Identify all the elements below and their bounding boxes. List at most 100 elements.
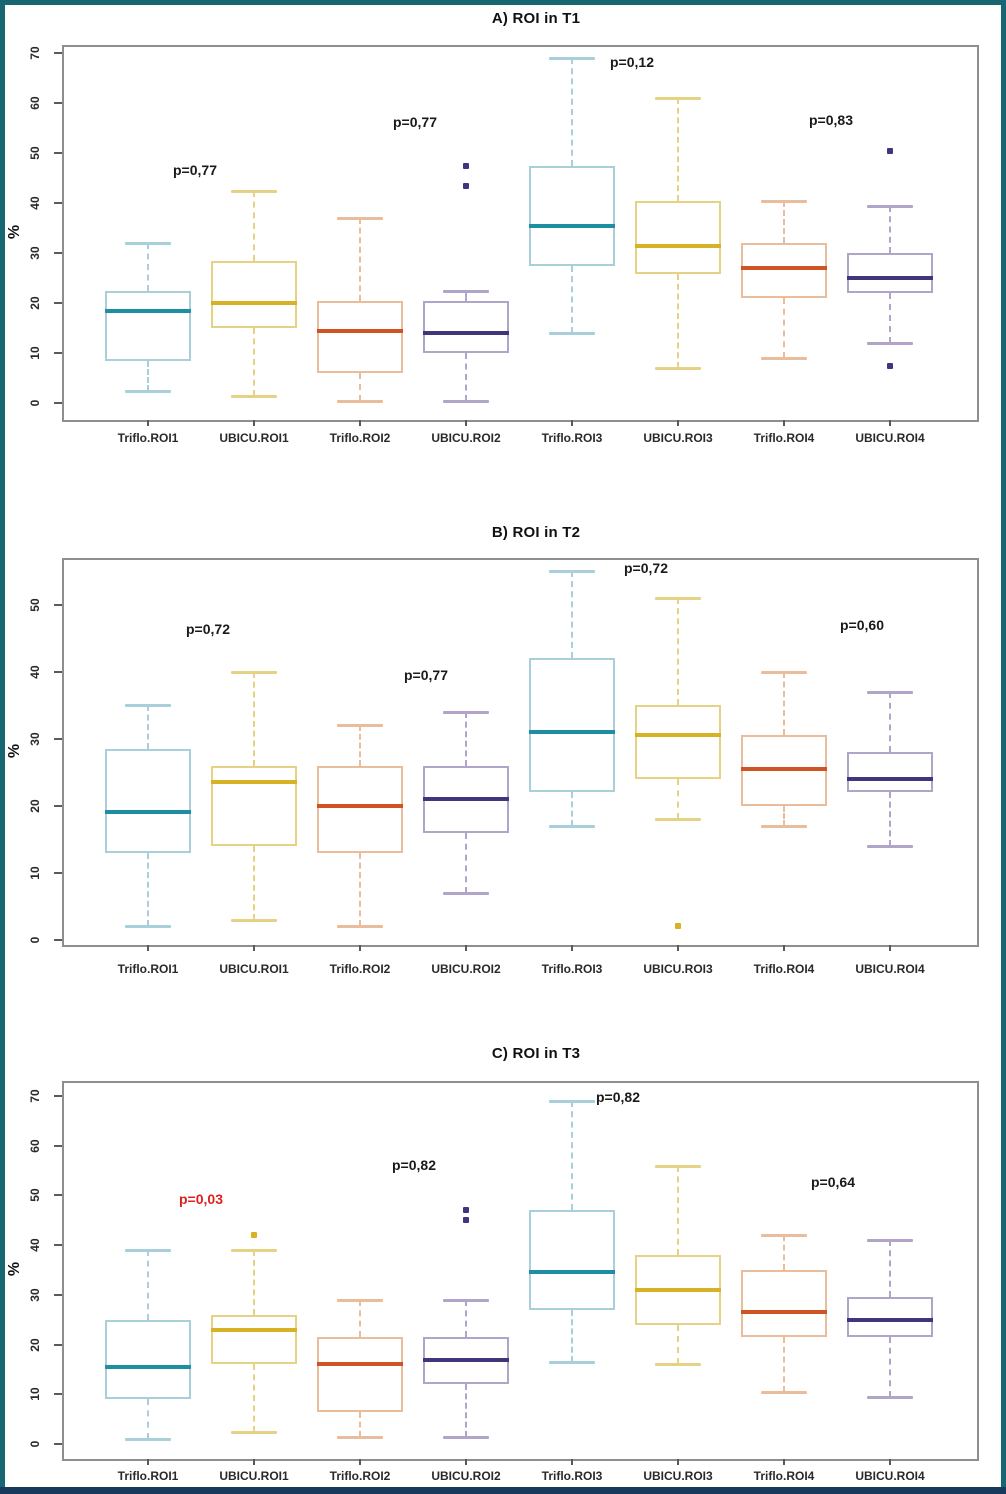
- upper-whisker: [889, 205, 891, 253]
- upper-whisker: [677, 598, 679, 706]
- iqr-box: [317, 300, 403, 373]
- lower-whisker-cap: [867, 844, 913, 848]
- p-value-annotation: p=0,77: [393, 114, 437, 130]
- lower-whisker-cap: [867, 1395, 913, 1399]
- lower-whisker: [571, 1309, 573, 1362]
- y-axis-label: %: [6, 743, 24, 758]
- x-tick-mark: [677, 945, 679, 951]
- outlier-point: [675, 923, 681, 930]
- x-tick-mark: [359, 1459, 361, 1465]
- upper-whisker-cap: [337, 724, 383, 728]
- y-tick-mark: [54, 1194, 62, 1197]
- y-tick-label: 50: [28, 146, 42, 160]
- upper-whisker-cap: [549, 57, 595, 60]
- x-tick-label: UBICU.ROI2: [431, 1469, 501, 1483]
- upper-whisker: [147, 1250, 149, 1320]
- x-tick-label: Triflo.ROI4: [753, 962, 815, 976]
- upper-whisker-cap: [125, 704, 171, 708]
- y-tick-label: 0: [28, 1440, 42, 1448]
- y-tick-label: 30: [28, 1288, 42, 1302]
- upper-whisker: [465, 290, 467, 301]
- x-tick-mark: [571, 420, 573, 426]
- iqr-box: [529, 165, 615, 266]
- iqr-box: [741, 243, 827, 298]
- upper-whisker: [253, 190, 255, 261]
- x-tick-label: UBICU.ROI4: [855, 431, 925, 445]
- upper-whisker-cap: [655, 1164, 701, 1168]
- y-tick-mark: [54, 302, 62, 304]
- median-line: [847, 276, 933, 280]
- y-tick-label: 70: [28, 1089, 42, 1103]
- iqr-box: [741, 735, 827, 806]
- x-tick-label: UBICU.ROI1: [219, 1469, 289, 1483]
- lower-whisker-cap: [761, 1390, 807, 1394]
- x-tick-label: UBICU.ROI3: [643, 431, 713, 445]
- upper-whisker: [783, 671, 785, 736]
- iqr-box: [423, 300, 509, 353]
- y-axis-label: %: [6, 1261, 24, 1277]
- x-tick-mark: [253, 945, 255, 951]
- outlier-point: [887, 362, 893, 369]
- y-tick-mark: [54, 1393, 62, 1396]
- iqr-box: [211, 765, 297, 846]
- median-line: [423, 331, 509, 335]
- lower-whisker-cap: [125, 389, 171, 393]
- x-tick-mark: [465, 420, 467, 426]
- lower-whisker: [783, 1337, 785, 1392]
- median-line: [423, 797, 509, 802]
- x-tick-mark: [889, 420, 891, 426]
- iqr-box: [741, 1269, 827, 1338]
- lower-whisker: [359, 373, 361, 401]
- lower-whisker-cap: [337, 1435, 383, 1439]
- median-line: [105, 308, 191, 313]
- y-tick-mark: [54, 152, 62, 154]
- lower-whisker: [889, 792, 891, 846]
- lower-whisker: [465, 353, 467, 401]
- upper-whisker: [147, 705, 149, 749]
- lower-whisker: [783, 805, 785, 826]
- p-value-annotation: p=0,72: [186, 620, 230, 637]
- x-tick-label: Triflo.ROI2: [329, 1469, 391, 1483]
- x-tick-mark: [571, 945, 573, 951]
- median-line: [847, 776, 933, 781]
- y-tick-mark: [54, 202, 62, 204]
- y-tick-label: 20: [28, 1337, 42, 1352]
- x-tick-mark: [147, 1459, 149, 1465]
- upper-whisker-cap: [867, 690, 913, 694]
- y-tick-label: 50: [28, 598, 42, 612]
- iqr-box: [423, 1337, 509, 1385]
- x-tick-mark: [889, 945, 891, 951]
- p-value-annotation: p=0,64: [811, 1174, 855, 1191]
- x-tick-mark: [253, 420, 255, 426]
- lower-whisker: [783, 298, 785, 358]
- upper-whisker: [783, 200, 785, 243]
- p-value-annotation: p=0,03: [179, 1191, 223, 1208]
- x-tick-mark: [147, 420, 149, 426]
- y-tick-mark: [54, 670, 62, 673]
- lower-whisker: [253, 328, 255, 396]
- x-tick-label: UBICU.ROI2: [431, 431, 501, 445]
- x-tick-mark: [465, 1459, 467, 1465]
- plot-frame: [62, 45, 979, 422]
- median-line: [529, 730, 615, 735]
- lower-whisker-cap: [655, 818, 701, 822]
- lower-whisker: [889, 1337, 891, 1397]
- upper-whisker: [253, 671, 255, 766]
- median-line: [211, 301, 297, 305]
- lower-whisker-cap: [443, 1435, 489, 1439]
- iqr-box: [105, 748, 191, 853]
- upper-whisker-cap: [125, 1249, 171, 1253]
- upper-whisker-cap: [761, 1234, 807, 1238]
- iqr-box: [847, 752, 933, 793]
- y-tick-label: 30: [28, 732, 42, 746]
- y-tick-mark: [54, 102, 62, 104]
- upper-whisker-cap: [867, 204, 913, 208]
- x-tick-label: UBICU.ROI4: [855, 962, 925, 976]
- x-tick-label: UBICU.ROI1: [219, 431, 289, 445]
- upper-whisker-cap: [549, 1099, 595, 1103]
- x-tick-label: Triflo.ROI2: [329, 962, 391, 976]
- upper-whisker: [889, 1240, 891, 1298]
- y-tick-label: 60: [28, 96, 42, 110]
- upper-whisker: [571, 571, 573, 659]
